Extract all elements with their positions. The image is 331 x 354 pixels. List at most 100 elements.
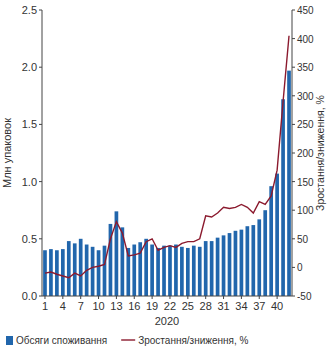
- bar: [228, 233, 232, 296]
- x-tick: [62, 296, 63, 299]
- y-tick-label: 1.5: [22, 118, 37, 130]
- y2-tick-label: 250: [297, 119, 314, 130]
- y-tick-label: 2.5: [22, 4, 37, 16]
- y2-tick-label: 350: [297, 62, 314, 73]
- x-axis-title: 2020: [155, 315, 179, 327]
- line: [45, 36, 289, 278]
- bar: [263, 210, 267, 296]
- chart: 0.00.51.01.52.02.5-500501001502002503003…: [0, 0, 331, 354]
- bar: [246, 226, 250, 296]
- legend-swatch: [121, 339, 135, 340]
- y2-tick-label: 50: [297, 234, 309, 245]
- y-tick: [39, 67, 42, 68]
- y2-tick: [292, 10, 295, 11]
- y-tick: [39, 238, 42, 239]
- x-tick: [277, 296, 278, 299]
- bar: [103, 246, 107, 296]
- y-tick-label: 0.0: [22, 290, 37, 302]
- x-tick: [98, 296, 99, 299]
- bar: [251, 225, 255, 296]
- bar: [240, 230, 244, 296]
- y2-tick-label: 300: [297, 91, 314, 102]
- bar: [204, 241, 208, 296]
- y-tick: [39, 296, 42, 297]
- x-tick: [116, 296, 117, 299]
- y2-tick: [292, 67, 295, 68]
- x-tick: [187, 296, 188, 299]
- bar: [222, 235, 226, 296]
- y2-tick: [292, 267, 295, 268]
- bar: [97, 250, 101, 296]
- x-tick-label: 22: [164, 300, 176, 312]
- x-tick: [134, 296, 135, 299]
- x-tick: [169, 296, 170, 299]
- bar: [275, 174, 279, 296]
- y-tick: [39, 10, 42, 11]
- bar: [91, 247, 95, 296]
- x-tick-label: 37: [253, 300, 265, 312]
- x-tick-label: 31: [217, 300, 229, 312]
- y2-tick: [292, 153, 295, 154]
- bar: [144, 239, 148, 296]
- y2-tick-label: 150: [297, 177, 314, 188]
- x-tick-label: 40: [271, 300, 283, 312]
- y2-tick-label: 100: [297, 205, 314, 216]
- bar: [192, 246, 196, 296]
- bar: [61, 249, 65, 296]
- plot-area: [43, 36, 291, 296]
- y2-tick: [292, 210, 295, 211]
- x-tick: [80, 296, 81, 299]
- x-axis: [42, 296, 292, 297]
- bar: [180, 247, 184, 296]
- bar: [269, 186, 273, 296]
- x-tick-label: 1: [42, 300, 48, 312]
- bar: [67, 241, 71, 296]
- y2-tick: [292, 95, 295, 96]
- y2-tick-label: 0: [297, 262, 303, 273]
- x-tick: [259, 296, 260, 299]
- x-tick-label: 7: [78, 300, 84, 312]
- bar: [210, 241, 214, 296]
- bar: [198, 247, 202, 296]
- y2-tick: [292, 181, 295, 182]
- x-tick: [205, 296, 206, 299]
- bar: [79, 239, 83, 296]
- legend-label: Обсяги споживання: [16, 335, 107, 346]
- y2-tick-label: 450: [297, 5, 314, 16]
- y-tick-label: 0.5: [22, 233, 37, 245]
- legend-item: Обсяги споживання: [6, 335, 107, 346]
- x-tick: [241, 296, 242, 299]
- bar: [162, 246, 166, 296]
- y-axis-title: Млн упаковок: [1, 118, 13, 188]
- y2-tick: [292, 124, 295, 125]
- y-tick: [39, 124, 42, 125]
- bar: [168, 246, 172, 296]
- bar: [281, 99, 285, 296]
- y-tick-label: 1.0: [22, 176, 37, 188]
- legend-item: Зростання/зниження, %: [121, 335, 248, 346]
- legend-swatch: [6, 336, 13, 345]
- bar: [132, 245, 136, 296]
- x-tick: [152, 296, 153, 299]
- bar: [174, 245, 178, 296]
- y2-axis-title: Зростання/зниження, %: [314, 95, 326, 211]
- bar: [156, 248, 160, 296]
- x-tick: [223, 296, 224, 299]
- x-tick-label: 25: [182, 300, 194, 312]
- x-tick-label: 13: [110, 300, 122, 312]
- x-tick-label: 16: [128, 300, 140, 312]
- x-tick-label: 10: [92, 300, 104, 312]
- bar: [73, 243, 77, 296]
- y2-tick-label: -50: [297, 291, 312, 302]
- x-tick-label: 34: [235, 300, 247, 312]
- x-tick-label: 19: [146, 300, 158, 312]
- bar: [287, 71, 291, 296]
- bar: [150, 245, 154, 296]
- bar: [186, 248, 190, 296]
- x-tick: [44, 296, 45, 299]
- bar: [257, 219, 261, 296]
- bar: [234, 231, 238, 296]
- y-axis: [42, 10, 43, 296]
- y2-tick-label: 400: [297, 34, 314, 45]
- legend-label: Зростання/зниження, %: [138, 335, 248, 346]
